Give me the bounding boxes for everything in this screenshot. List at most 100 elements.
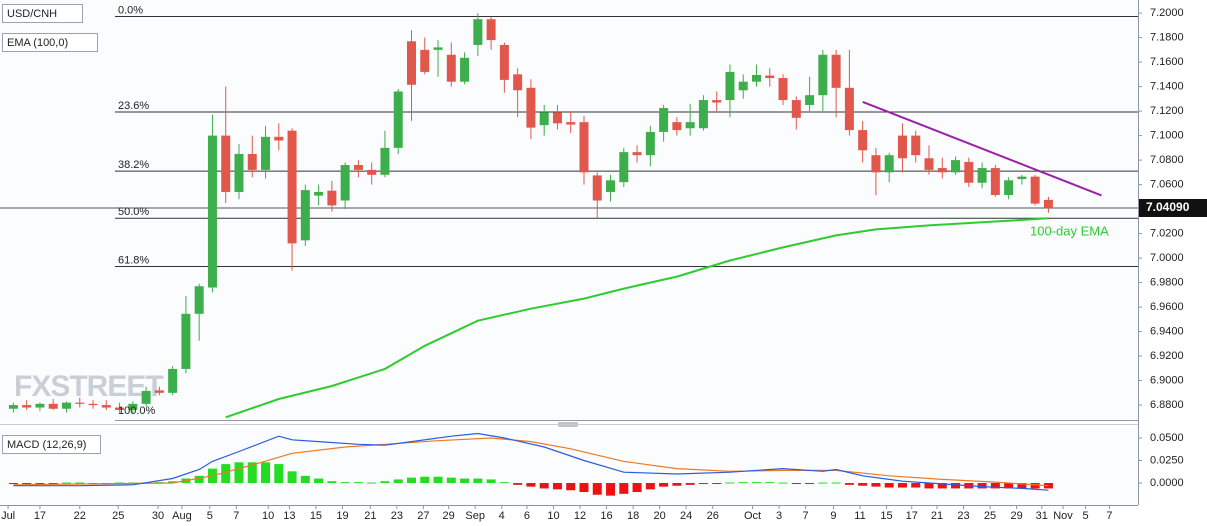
- candle-body: [791, 100, 801, 118]
- x-tick-label: 15: [880, 510, 892, 522]
- macd-histogram-bar: [751, 482, 761, 484]
- candle-body: [911, 135, 921, 156]
- macd-histogram-bar: [592, 483, 602, 495]
- x-tick-label: 10: [547, 510, 559, 522]
- x-tick-label: 10: [262, 510, 274, 522]
- candle-body: [1004, 180, 1014, 196]
- candle-body: [327, 190, 337, 206]
- macd-histogram-bar: [1030, 483, 1040, 489]
- candle-body: [566, 122, 576, 125]
- y-tick-label: 7.1600: [1150, 56, 1184, 68]
- candle-body: [380, 147, 390, 175]
- x-tick-label: 18: [627, 510, 639, 522]
- panel-grip: [558, 422, 578, 427]
- candle-body: [513, 74, 523, 91]
- macd-histogram-bar: [35, 483, 45, 485]
- y-tick-label: 7.1200: [1150, 105, 1184, 117]
- macd-histogram-bar: [951, 483, 961, 489]
- x-tick-label: 17: [906, 510, 918, 522]
- candle-body: [765, 75, 775, 79]
- candle-body: [592, 175, 602, 201]
- fib-label: 100.0%: [118, 405, 156, 417]
- macd-histogram-bar: [526, 483, 536, 487]
- x-tick-label: Sep: [465, 510, 485, 522]
- x-tick-label: 29: [443, 510, 455, 522]
- y-tick-label: 7.0600: [1150, 178, 1184, 190]
- x-tick-label: 6: [524, 510, 530, 522]
- candle-body: [433, 47, 443, 50]
- x-tick-label: 7: [1106, 510, 1112, 522]
- x-tick-label: 9: [830, 510, 836, 522]
- fib-label: 38.2%: [118, 159, 149, 171]
- x-tick-label: 23: [391, 510, 403, 522]
- y-tick-label: 0.0250: [1150, 454, 1184, 466]
- macd-histogram-bar: [393, 479, 403, 484]
- macd-histogram-bar: [831, 482, 841, 484]
- candle-body: [367, 169, 377, 175]
- candle-body: [420, 49, 430, 72]
- macd-histogram-bar: [698, 483, 708, 485]
- candle-body: [645, 131, 655, 156]
- x-tick-label: 21: [931, 510, 943, 522]
- macd-histogram-bar: [539, 483, 549, 489]
- macd-histogram-bar: [446, 477, 456, 484]
- x-tick-label: 25: [984, 510, 996, 522]
- macd-histogram-bar: [725, 482, 735, 484]
- candle-body: [154, 390, 164, 393]
- candle-body: [1030, 176, 1040, 204]
- macd-histogram-bar: [513, 483, 523, 485]
- indicator-box: [2, 33, 98, 52]
- candle-body: [22, 405, 32, 408]
- candle-body: [128, 403, 138, 410]
- candle-body: [884, 155, 894, 173]
- fib-label: 50.0%: [118, 206, 149, 218]
- candle-body: [61, 402, 71, 409]
- macd-histogram-bar: [499, 482, 509, 484]
- macd-histogram-bar: [977, 483, 987, 489]
- x-tick-label: 21: [364, 510, 376, 522]
- ema-line: [225, 217, 1049, 419]
- macd-histogram-bar: [619, 483, 629, 494]
- x-tick-label: Oct: [744, 510, 761, 522]
- macd-histogram-bar: [858, 483, 868, 486]
- last-price-label: 7.04090: [1146, 200, 1190, 214]
- macd-histogram-bar: [937, 483, 947, 489]
- macd-histogram-bar: [274, 464, 284, 484]
- x-tick-label: 12: [574, 510, 586, 522]
- macd-histogram-bar: [340, 482, 350, 484]
- x-tick-label: Nov: [1053, 510, 1073, 522]
- candle-body: [340, 164, 350, 201]
- macd-panel: [0, 428, 1138, 505]
- macd-histogram-bar: [844, 483, 854, 485]
- x-tick-label: 3: [776, 510, 782, 522]
- macd-line: [13, 432, 1049, 491]
- macd-histogram-bar: [632, 483, 642, 493]
- ema-annotation: 100-day EMA: [1030, 223, 1109, 238]
- y-tick-label: 0.0000: [1150, 477, 1184, 489]
- candle-body: [207, 135, 217, 288]
- candle-body: [314, 191, 324, 196]
- candle-body: [1017, 176, 1027, 180]
- candle-body: [698, 100, 708, 129]
- candle-body: [659, 108, 669, 132]
- y-tick-label: 6.8800: [1150, 399, 1184, 411]
- x-tick-label: 7: [233, 510, 239, 522]
- macd-histogram-bar: [8, 483, 18, 485]
- y-tick-label: 6.9600: [1150, 301, 1184, 313]
- candle-body: [406, 41, 416, 85]
- candle-body: [738, 81, 748, 91]
- candle-body: [181, 313, 191, 369]
- x-tick-label: 5: [207, 510, 213, 522]
- macd-histogram-bar: [924, 483, 934, 489]
- candle-body: [8, 405, 18, 409]
- y-tick-label: 7.1000: [1150, 130, 1184, 142]
- macd-histogram-bar: [221, 464, 231, 484]
- candle-body: [990, 168, 1000, 196]
- macd-histogram-bar: [579, 483, 589, 493]
- x-tick-label: 30: [152, 510, 164, 522]
- y-tick-label: 7.0000: [1150, 252, 1184, 264]
- macd-histogram-bar: [420, 476, 430, 484]
- fib-label: 61.8%: [118, 254, 149, 266]
- macd-histogram-bar: [818, 482, 828, 484]
- x-tick-label: 29: [1010, 510, 1022, 522]
